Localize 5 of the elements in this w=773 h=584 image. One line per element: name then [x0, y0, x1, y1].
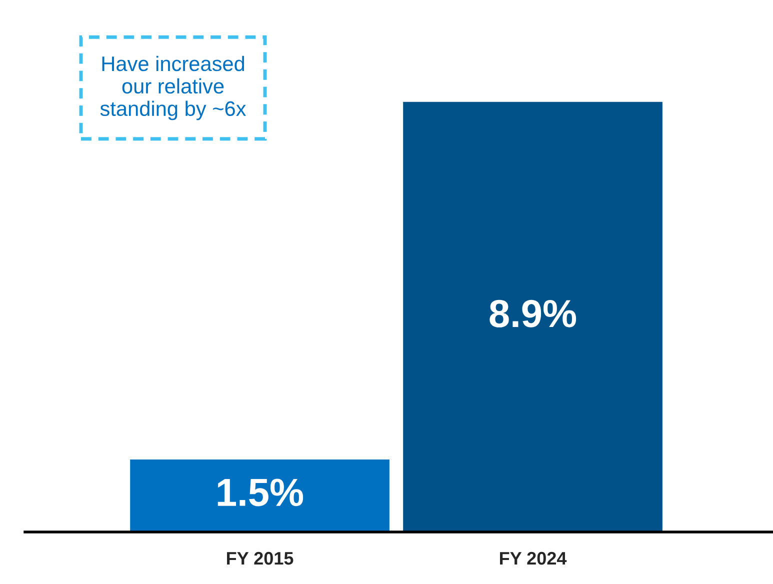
data-label: 1.5% [218, 478, 304, 506]
data-label: 8.9% [490, 300, 576, 328]
x-tick-label: FY 2015 [227, 552, 294, 565]
x-tick-label: FY 2024 [500, 552, 567, 565]
annotation: Have increased our relative standing by ~6x [100, 56, 246, 120]
